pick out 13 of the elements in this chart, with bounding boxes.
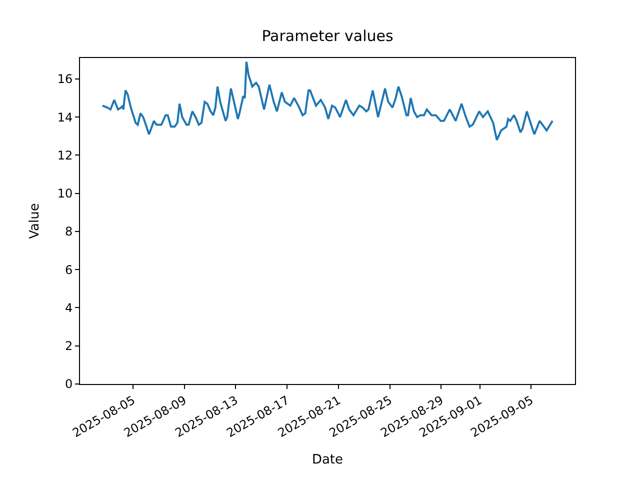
line-series (101, 60, 554, 141)
y-tick-label: 16 (57, 72, 73, 86)
y-tick-label: 4 (64, 300, 73, 315)
y-tick-label: 12 (57, 148, 73, 162)
chart-title: Parameter values (262, 26, 394, 45)
y-tick-label: 6 (64, 262, 73, 277)
y-tick-label: 8 (64, 224, 73, 239)
y-tick-label: 14 (57, 110, 73, 124)
y-tick-label: 10 (57, 186, 73, 201)
y-tick-label: 2 (64, 339, 73, 354)
y-axis-title: Value (27, 203, 42, 239)
y-tick-label: 0 (64, 377, 73, 392)
x-axis-title: Date (312, 452, 344, 468)
